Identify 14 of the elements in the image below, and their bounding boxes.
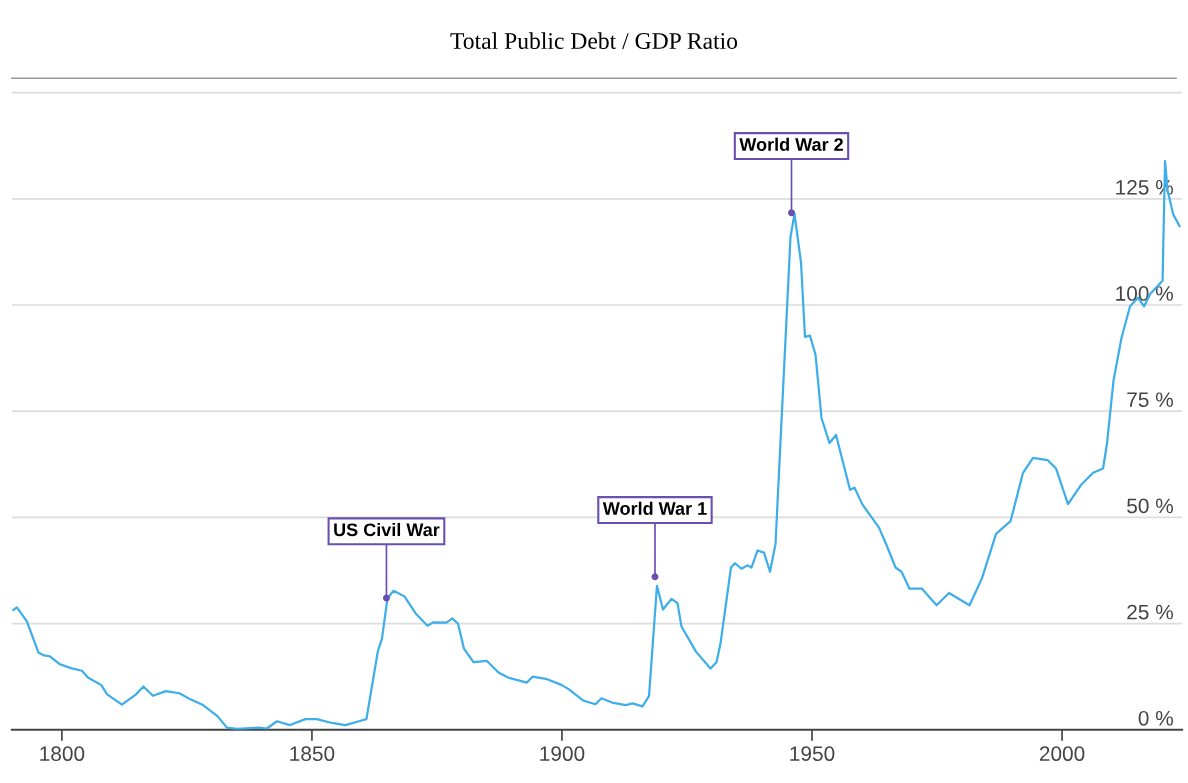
x-tick-label: 1850	[290, 746, 335, 762]
y-tick-label: 75 %	[1127, 392, 1173, 408]
annotation: World War 1	[602, 501, 707, 515]
x-tick-label: 1950	[790, 746, 835, 762]
x-tick-label: 1800	[40, 746, 85, 762]
annotation: US Civil War	[334, 522, 440, 537]
y-tick-label: 50 %	[1127, 498, 1173, 514]
y-tick-label: 100 %	[1116, 286, 1173, 301]
x-tick-label: 2000	[1039, 746, 1085, 762]
y-tick-label: 25 %	[1127, 604, 1173, 620]
chart-title: Total Public Debt / GDP Ratio	[450, 32, 738, 49]
x-tick-label: 1900	[540, 746, 585, 762]
y-tick-label: 0 %	[1138, 710, 1173, 726]
annotation: World War 2	[739, 137, 843, 151]
